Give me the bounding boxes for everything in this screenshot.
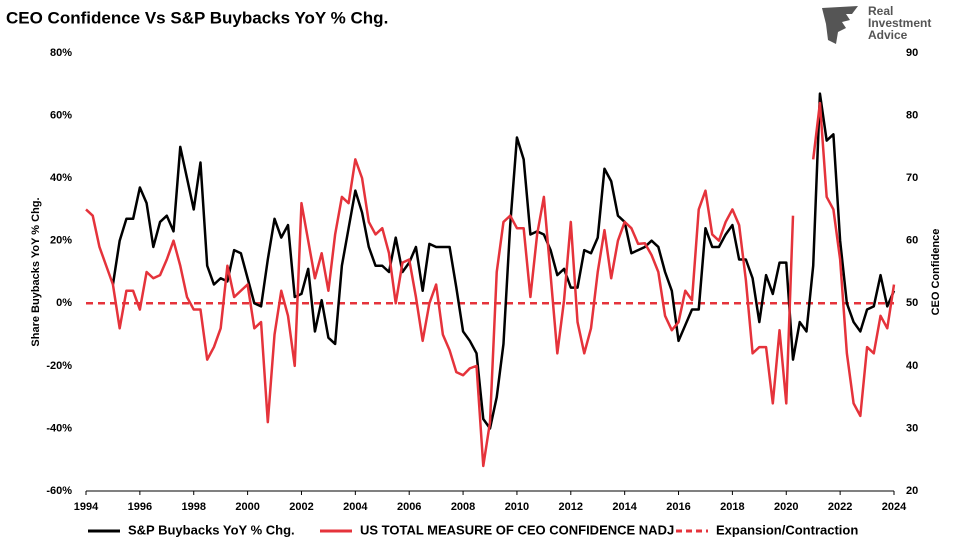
y-tick-label: 80% bbox=[50, 47, 72, 59]
y-tick-label: 20% bbox=[50, 235, 72, 247]
x-tick-label: 2016 bbox=[666, 501, 690, 513]
legend-label: S&P Buybacks YoY % Chg. bbox=[128, 522, 295, 537]
x-tick-label: 2020 bbox=[774, 501, 798, 513]
x-tick-label: 2006 bbox=[397, 501, 421, 513]
logo-text: Advice bbox=[868, 28, 908, 42]
series-line bbox=[111, 92, 896, 430]
y-tick-label: -40% bbox=[46, 422, 72, 434]
y2-tick-label: 50 bbox=[906, 297, 918, 309]
logo-eagle bbox=[822, 6, 858, 44]
x-tick-label: 2012 bbox=[559, 501, 583, 513]
y2-tick-label: 20 bbox=[906, 485, 918, 497]
y2-tick-label: 90 bbox=[906, 47, 918, 59]
y2-tick-label: 80 bbox=[906, 109, 918, 121]
y-tick-label: 60% bbox=[50, 109, 72, 121]
series-line bbox=[85, 101, 896, 468]
y-axis-label: Share Buybacks YoY % Chg. bbox=[30, 197, 42, 346]
x-tick-label: 2010 bbox=[505, 501, 529, 513]
chart-title: CEO Confidence Vs S&P Buybacks YoY % Chg… bbox=[6, 8, 388, 27]
x-tick-label: 2000 bbox=[235, 501, 259, 513]
y2-tick-label: 70 bbox=[906, 172, 918, 184]
x-tick-label: 2014 bbox=[612, 501, 637, 513]
y2-tick-label: 30 bbox=[906, 422, 918, 434]
x-tick-label: 2024 bbox=[882, 501, 907, 513]
logo-text: Investment bbox=[868, 16, 931, 30]
x-tick-label: 2008 bbox=[451, 501, 475, 513]
logo: Real Investment Advice bbox=[822, 4, 931, 44]
y-tick-label: -20% bbox=[46, 360, 72, 372]
x-tick-label: 1998 bbox=[181, 501, 205, 513]
logo-text: Real bbox=[868, 4, 893, 18]
legend-label: Expansion/Contraction bbox=[716, 522, 858, 537]
y-tick-label: 40% bbox=[50, 172, 72, 184]
x-tick-label: 2018 bbox=[720, 501, 744, 513]
y2-tick-label: 40 bbox=[906, 360, 918, 372]
x-tick-label: 1996 bbox=[128, 501, 152, 513]
x-tick-label: 2022 bbox=[828, 501, 852, 513]
y-tick-label: 0% bbox=[56, 297, 72, 309]
x-tick-label: 1994 bbox=[74, 501, 99, 513]
x-tick-label: 2004 bbox=[343, 501, 368, 513]
y2-axis-label: CEO Confidence bbox=[930, 229, 942, 316]
y2-tick-label: 60 bbox=[906, 235, 918, 247]
legend-label: US TOTAL MEASURE OF CEO CONFIDENCE NADJ bbox=[360, 522, 674, 537]
y-tick-label: -60% bbox=[46, 485, 72, 497]
x-tick-label: 2002 bbox=[289, 501, 313, 513]
